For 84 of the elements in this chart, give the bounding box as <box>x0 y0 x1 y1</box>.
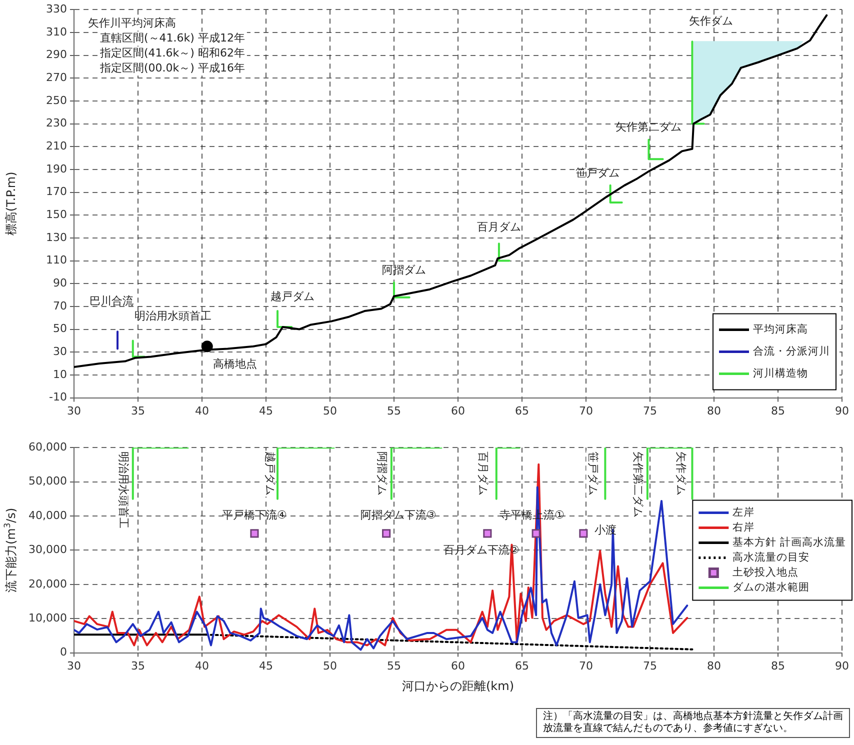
text: 注）「高水流量の目安」は、高橋地点基本方針流量と矢作ダム計画放流量を直線で結んだものであり、参考値にすぎない。 <box>536 708 850 738</box>
y-tick-label: 130 <box>46 230 67 244</box>
annotation: 小渡 <box>594 523 616 536</box>
x-tick-label: 30 <box>67 659 81 672</box>
x-tick-label: 60 <box>451 659 465 672</box>
x-tick-label: 50 <box>323 404 337 418</box>
annotation: 矢作川平均河床高 <box>88 16 176 30</box>
legend-label: ダムの湛水範囲 <box>732 580 810 594</box>
y-tick-label: 170 <box>46 185 67 198</box>
x-tick-label: 40 <box>195 404 209 418</box>
x-tick-label: 75 <box>643 659 657 672</box>
x-tick-label: 70 <box>579 404 593 418</box>
x-tick-label: 40 <box>195 659 209 672</box>
legend-label: 河川構造物 <box>753 366 808 380</box>
x-tick-label: 60 <box>451 404 465 418</box>
x-tick-label: 80 <box>707 659 721 672</box>
legend-label: 右岸 <box>732 520 755 534</box>
y-tick-label: 40,000 <box>28 508 67 522</box>
y-tick-label: 0 <box>60 646 67 659</box>
x-tick-label: 90 <box>835 404 849 418</box>
x-tick-label: 85 <box>771 404 785 418</box>
x-tick-label: 50 <box>323 659 337 672</box>
annotation: 直轄区間(～41.6k) 平成12年 <box>100 31 245 44</box>
y-tick-label: 330 <box>46 2 67 16</box>
annotation: 明治用水頭首工 <box>117 452 130 529</box>
y-tick-label: 210 <box>46 139 67 152</box>
y-tick-label: 250 <box>46 94 67 107</box>
y-axis-title: 流下能力(m3/s) <box>2 508 18 593</box>
legend-label: 平均河床高 <box>753 322 808 336</box>
y-tick-label: 70 <box>53 299 67 312</box>
x-tick-label: 35 <box>131 659 145 672</box>
annotation: 笹戸ダム <box>586 452 600 496</box>
y-tick-label: 30,000 <box>28 543 67 556</box>
legend-label: 左岸 <box>732 505 755 518</box>
x-tick-label: 55 <box>387 659 401 672</box>
x-tick-label: 65 <box>515 659 529 672</box>
annotation: 矢作第二ダム <box>616 120 682 134</box>
y-tick-label: -10 <box>49 390 67 404</box>
annotation: 越戸ダム <box>264 452 277 496</box>
y-tick-label: 30 <box>53 344 67 358</box>
annotation: 阿摺ダム <box>376 452 389 496</box>
y-tick-label: 310 <box>46 25 67 38</box>
y-axis-title: 標高(T.P.m) <box>4 172 18 236</box>
annotation: 指定区間(00.0k～) 平成16年 <box>99 61 245 74</box>
legend-label: 土砂投入地点 <box>732 565 799 578</box>
x-tick-label: 70 <box>579 659 593 672</box>
annotation: 高橋地点 <box>213 357 258 370</box>
x-tick-label: 65 <box>515 404 529 418</box>
x-axis-title: 河口からの距離(km) <box>402 678 514 693</box>
y-tick-label: 50 <box>53 322 67 336</box>
y-tick-label: 150 <box>46 208 67 221</box>
annotation: 笹戸ダム <box>575 166 620 180</box>
x-tick-label: 35 <box>131 404 145 418</box>
x-tick-label: 85 <box>771 659 785 672</box>
legend-label: 基本方針 計画高水流量 <box>732 535 846 548</box>
x-tick-label: 45 <box>259 659 273 672</box>
y-tick-label: 230 <box>46 116 67 130</box>
y-tick-label: 290 <box>46 48 67 62</box>
x-tick-label: 45 <box>259 404 273 418</box>
annotation: 巴川合流 <box>90 294 134 308</box>
y-tick-label: 190 <box>46 162 67 176</box>
legend-label: 高水流量の目安 <box>732 550 810 564</box>
y-tick-label: 90 <box>53 276 67 290</box>
y-tick-label: 60,000 <box>28 440 67 454</box>
y-tick-label: 50,000 <box>28 474 67 488</box>
x-tick-label: 75 <box>643 404 657 418</box>
annotation: 越戸ダム <box>270 290 315 303</box>
x-tick-label: 80 <box>707 404 721 418</box>
annotation: 矢作ダム <box>674 452 688 496</box>
legend-label: 合流・分派河川 <box>753 344 830 358</box>
x-tick-label: 55 <box>387 404 401 418</box>
annotation: 矢作第二ダム <box>632 452 645 518</box>
x-tick-label: 90 <box>835 659 849 672</box>
y-tick-label: 270 <box>46 70 67 84</box>
x-tick-label: 30 <box>67 404 81 418</box>
y-tick-label: 10,000 <box>28 611 67 624</box>
y-tick-label: 20,000 <box>28 577 67 590</box>
annotation: 百月ダム <box>476 220 521 234</box>
y-tick-label: 110 <box>46 254 67 267</box>
annotation: 指定区間(41.6k～) 昭和62年 <box>99 46 245 60</box>
annotation: 阿摺ダム <box>382 263 426 276</box>
y-tick-label: 10 <box>53 368 67 381</box>
annotation: 明治用水頭首工 <box>134 310 212 323</box>
annotation: 百月ダム <box>476 452 490 496</box>
